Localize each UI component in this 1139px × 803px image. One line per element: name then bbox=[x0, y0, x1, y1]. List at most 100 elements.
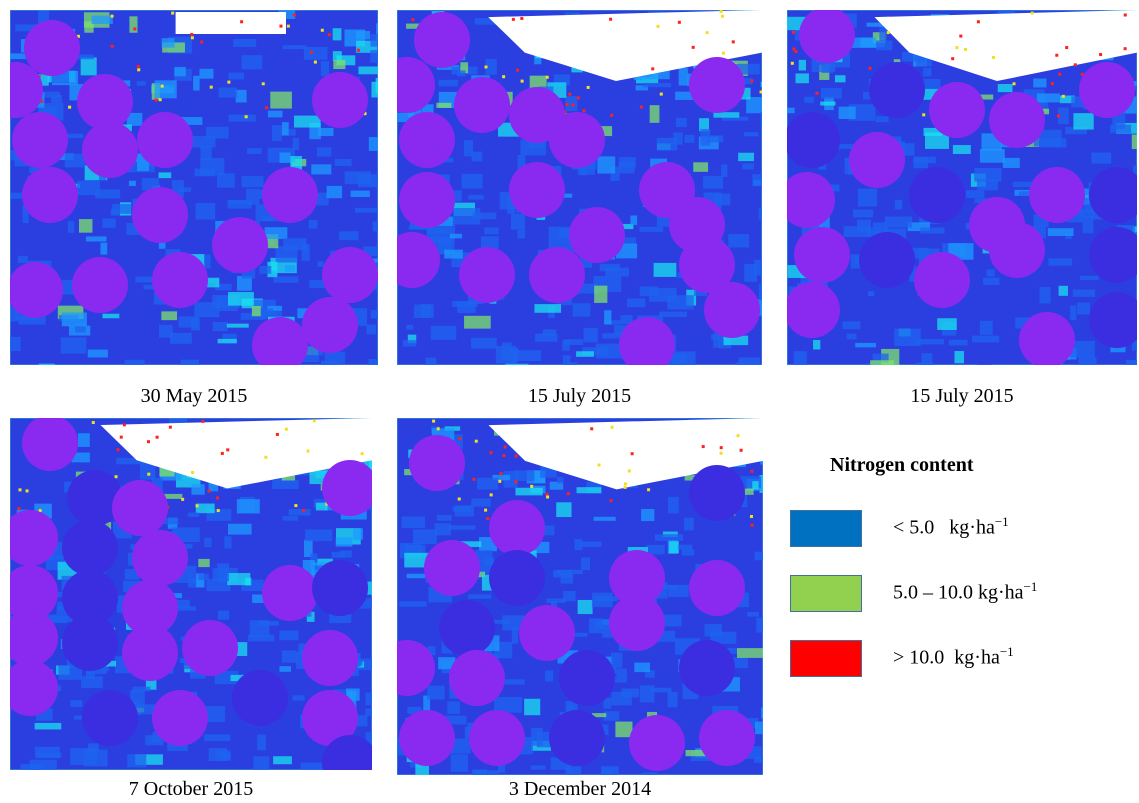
satellite-map bbox=[397, 10, 762, 365]
pivot-field bbox=[82, 690, 138, 746]
legend-swatch bbox=[790, 510, 862, 547]
speckle bbox=[792, 31, 795, 34]
texture bbox=[403, 340, 416, 346]
pivot-field bbox=[72, 257, 128, 313]
speckle bbox=[1099, 53, 1102, 56]
speckle bbox=[582, 109, 585, 112]
texture bbox=[584, 328, 598, 342]
speckle bbox=[955, 46, 958, 49]
speckle bbox=[624, 482, 627, 485]
texture bbox=[376, 78, 378, 93]
texture bbox=[669, 541, 679, 553]
texture bbox=[272, 125, 282, 141]
pivot-field bbox=[302, 297, 358, 353]
texture bbox=[270, 92, 292, 109]
texture bbox=[447, 701, 460, 714]
speckle bbox=[815, 92, 818, 95]
speckle bbox=[227, 81, 230, 84]
texture bbox=[457, 302, 476, 313]
texture bbox=[855, 343, 876, 347]
texture bbox=[601, 766, 618, 775]
speckle bbox=[458, 498, 461, 501]
texture bbox=[796, 73, 809, 83]
texture bbox=[199, 574, 209, 580]
speckle bbox=[1062, 95, 1065, 98]
texture bbox=[192, 136, 216, 148]
texture bbox=[30, 766, 38, 770]
pivot-field bbox=[459, 247, 515, 303]
texture bbox=[728, 234, 749, 247]
speckle bbox=[200, 40, 203, 43]
texture bbox=[565, 766, 581, 775]
speckle bbox=[475, 440, 478, 443]
texture bbox=[229, 115, 256, 122]
texture bbox=[365, 708, 372, 715]
texture bbox=[471, 338, 497, 349]
pivot-field bbox=[152, 252, 208, 308]
texture bbox=[639, 227, 663, 232]
speckle bbox=[432, 420, 435, 423]
texture bbox=[1073, 290, 1095, 297]
speckle bbox=[302, 509, 305, 512]
texture bbox=[821, 88, 842, 99]
speckle bbox=[577, 96, 580, 99]
texture bbox=[282, 650, 297, 662]
texture bbox=[191, 484, 204, 495]
texture bbox=[193, 76, 200, 91]
pivot-field bbox=[489, 550, 545, 606]
texture bbox=[980, 321, 993, 335]
texture bbox=[355, 208, 378, 213]
texture bbox=[1048, 258, 1072, 265]
speckle bbox=[196, 504, 199, 507]
speckle bbox=[26, 489, 29, 492]
texture bbox=[317, 147, 331, 156]
speckle bbox=[660, 93, 663, 96]
texture bbox=[617, 668, 627, 682]
pivot-field bbox=[137, 112, 193, 168]
speckle bbox=[156, 436, 159, 439]
texture bbox=[517, 230, 525, 239]
texture bbox=[195, 203, 215, 220]
texture bbox=[1040, 287, 1051, 304]
texture bbox=[752, 481, 758, 489]
speckle bbox=[161, 85, 164, 88]
texture bbox=[557, 570, 583, 574]
texture bbox=[39, 364, 55, 365]
speckle bbox=[137, 65, 140, 68]
texture bbox=[321, 361, 338, 365]
legend-label: > 10.0 kg·ha−1 bbox=[893, 644, 1014, 670]
texture bbox=[273, 756, 292, 764]
texture bbox=[369, 137, 378, 151]
pivot-field bbox=[399, 112, 455, 168]
speckle bbox=[147, 473, 150, 476]
texture bbox=[181, 360, 199, 365]
texture bbox=[1059, 286, 1068, 296]
speckle bbox=[791, 62, 794, 65]
texture bbox=[247, 148, 262, 154]
speckle bbox=[1124, 47, 1127, 50]
pivot-field bbox=[859, 232, 915, 288]
caption: 30 May 2015 bbox=[4, 385, 384, 408]
pivot-field bbox=[414, 12, 470, 68]
speckle bbox=[692, 46, 695, 49]
caption: 15 July 2015 bbox=[390, 385, 770, 408]
texture bbox=[655, 534, 683, 541]
texture bbox=[339, 231, 358, 240]
texture bbox=[229, 73, 244, 80]
speckle bbox=[502, 454, 505, 457]
speckle bbox=[169, 426, 172, 429]
speckle bbox=[19, 488, 22, 491]
pivot-field bbox=[989, 222, 1045, 278]
speckle bbox=[191, 471, 194, 474]
texture bbox=[451, 754, 468, 772]
texture bbox=[218, 339, 237, 343]
texture bbox=[35, 723, 62, 729]
texture bbox=[294, 116, 321, 128]
pivot-field bbox=[689, 560, 745, 616]
pivot-field bbox=[262, 167, 318, 223]
texture bbox=[272, 480, 299, 489]
texture bbox=[199, 69, 213, 79]
texture bbox=[643, 83, 671, 87]
texture bbox=[444, 250, 463, 259]
texture bbox=[744, 132, 759, 136]
